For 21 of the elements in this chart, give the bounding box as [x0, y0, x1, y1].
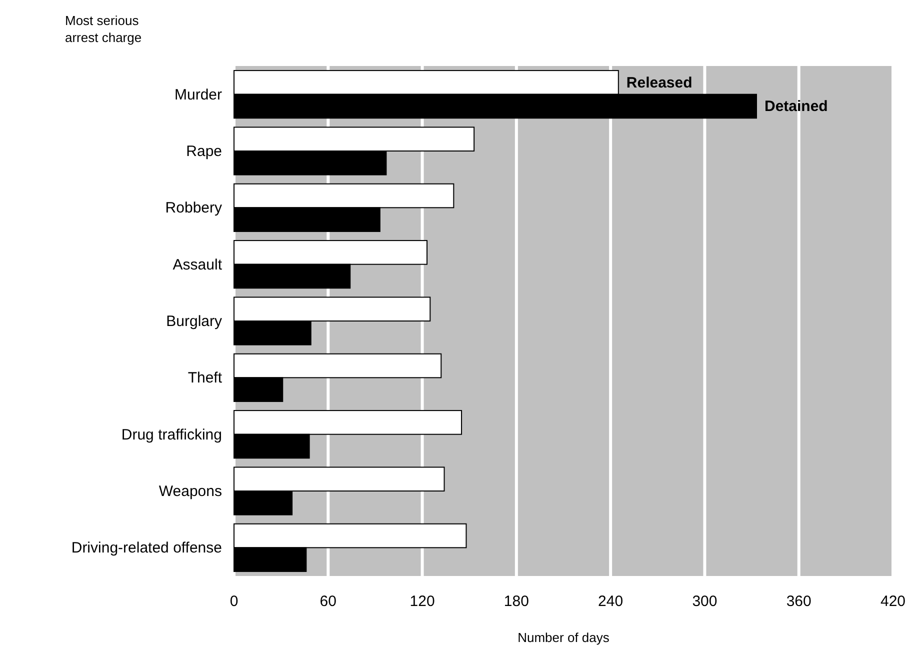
y-tick-label: Robbery [165, 200, 222, 217]
y-axis-title: Most serious arrest charge [65, 13, 142, 45]
x-axis-title: Number of days [518, 630, 610, 645]
x-tick-label: 180 [504, 593, 529, 610]
x-tick-label: 120 [410, 593, 435, 610]
y-tick-label: Burglary [166, 313, 222, 330]
x-tick-label: 300 [692, 593, 718, 610]
y-tick-label: Rape [186, 143, 222, 160]
y-tick-label: Weapons [158, 483, 222, 500]
y-tick-label: Drug trafficking [121, 426, 222, 444]
x-tick-label: 360 [786, 593, 812, 610]
y-tick-label: Murder [174, 86, 222, 104]
series-label: Detained [764, 98, 828, 116]
y-tick-label: Theft [188, 370, 223, 387]
x-tick-label: 420 [880, 593, 906, 610]
y-tick-label: Assault [172, 256, 223, 274]
x-tick-label: 60 [320, 593, 336, 610]
series-label: Released [626, 74, 692, 92]
y-tick-label: Driving-related offense [71, 540, 222, 557]
x-tick-label: 0 [230, 593, 238, 610]
x-tick-label: 240 [598, 593, 624, 610]
